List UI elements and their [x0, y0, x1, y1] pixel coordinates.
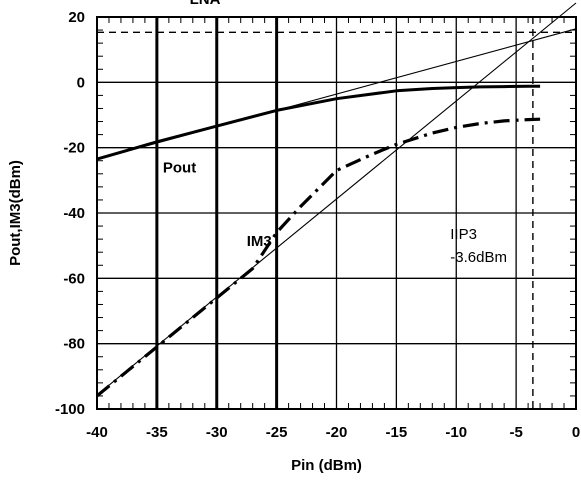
series-im3 [95, 117, 541, 398]
y-tick-label: -40 [63, 205, 85, 222]
series-im3-extrapolation [96, 2, 577, 396]
y-tick-label: 0 [77, 74, 85, 91]
annotation--3-6dbm: -3.6dBm [450, 249, 507, 266]
y-tick-label: -100 [55, 401, 85, 418]
y-tick-label: -60 [63, 270, 85, 287]
chart-title: LNA [190, 0, 221, 8]
x-tick-label: -10 [445, 424, 467, 441]
annotation-pout: Pout [163, 159, 196, 176]
series-pout [96, 84, 541, 161]
tick-labels: -40 -35 -30 -25 -20 -15 -10 -5 0 20 0 -20 -40 -60 -80 -… [55, 9, 580, 441]
x-tick-label: 0 [572, 424, 580, 441]
plot-frame [96, 16, 577, 410]
y-tick-label: -80 [63, 336, 85, 353]
x-axis-title: Pin (dBm) [291, 457, 362, 474]
x-tick-label: -25 [266, 424, 288, 441]
grid [96, 16, 577, 410]
series-group [95, 2, 577, 398]
x-tick-label: -15 [386, 424, 408, 441]
y-axis-title: Pout,IM3(dBm) [7, 160, 24, 266]
x-tick-label: -40 [86, 424, 108, 441]
series-pout-extrapolation [96, 28, 577, 160]
x-tick-label: -20 [326, 424, 348, 441]
y-tick-label: -20 [63, 140, 85, 157]
x-tick-label: -5 [509, 424, 522, 441]
y-tick-label: 20 [68, 9, 85, 26]
x-tick-label: -30 [206, 424, 228, 441]
x-tick-label: -35 [146, 424, 168, 441]
annotation-im3: IM3 [247, 233, 272, 250]
reference-lines [97, 17, 576, 409]
annotation-iip3: IIP3 [450, 226, 477, 243]
annotations: Pout IM3 IIP3 -3.6dBm [163, 159, 507, 266]
